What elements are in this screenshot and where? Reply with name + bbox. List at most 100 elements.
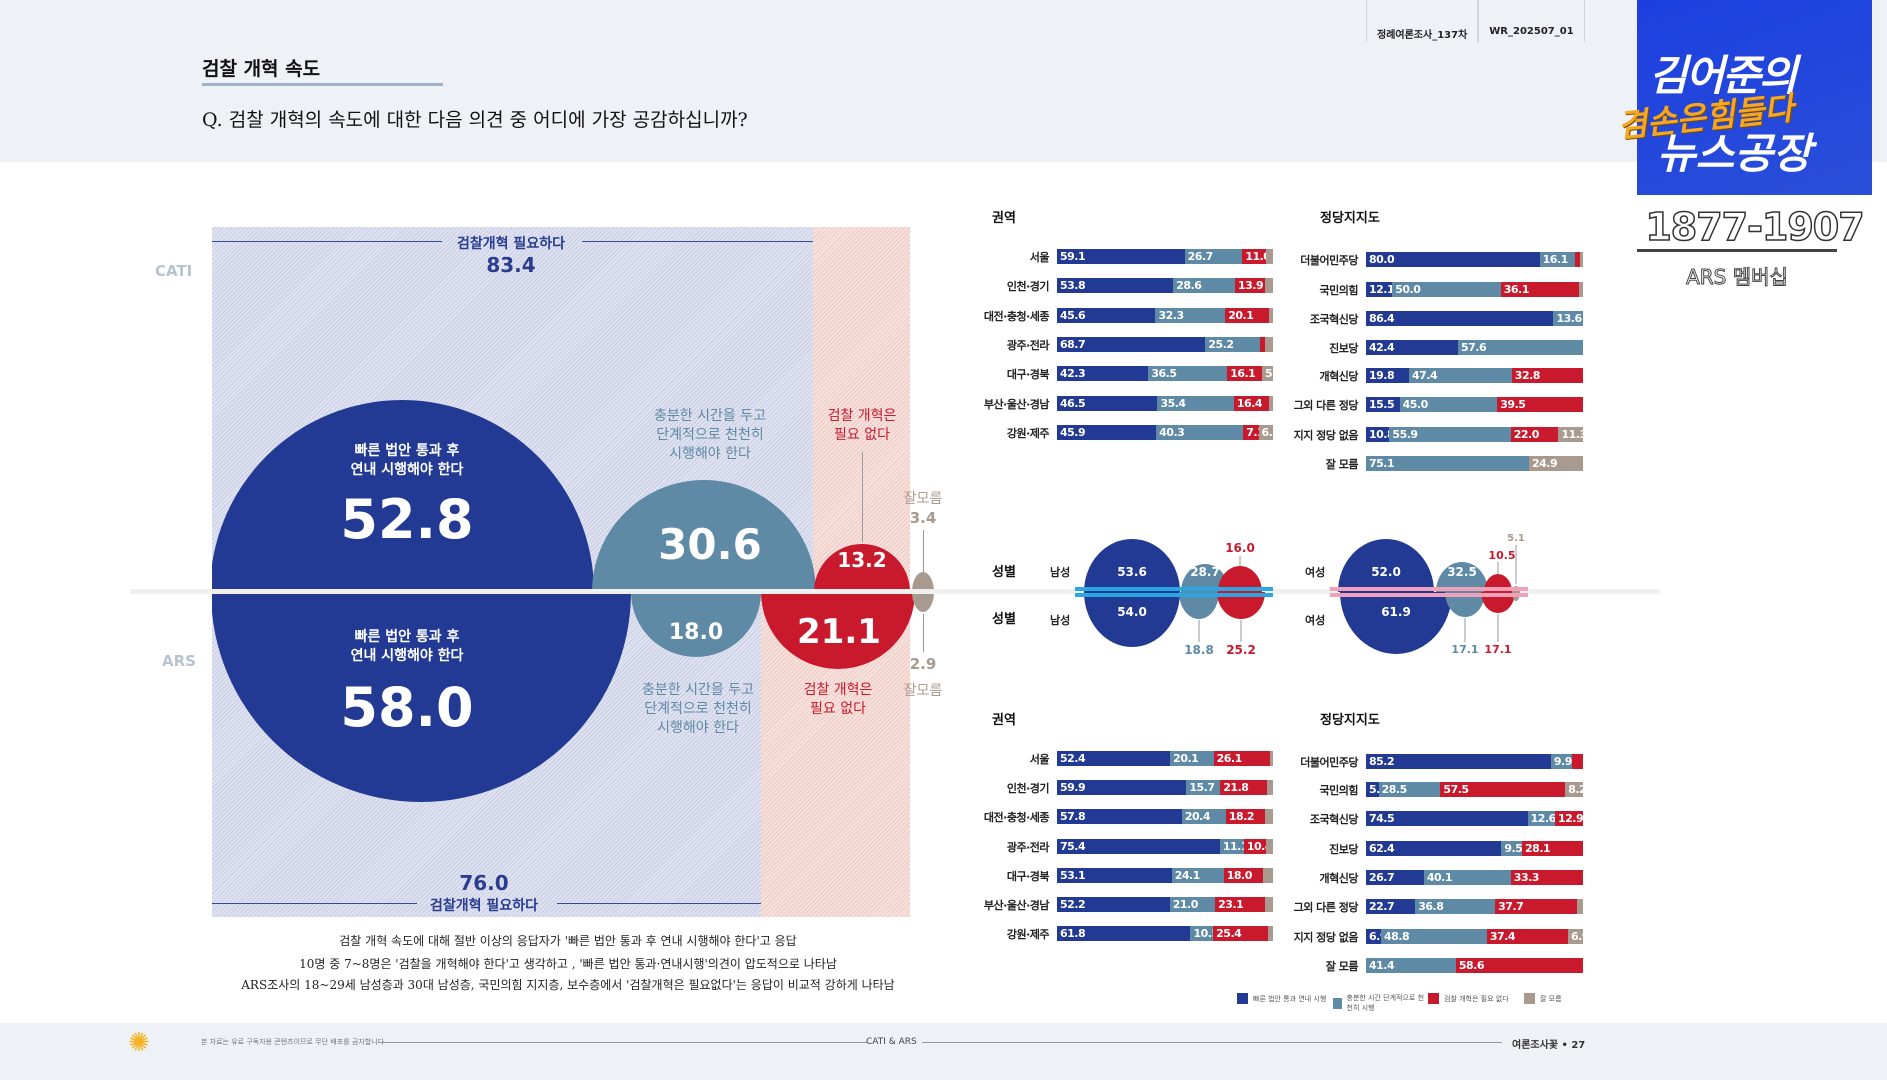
caption-2: 10명 중 7~8명은 '검찰을 개혁해야 한다'고 생각하고 , '빠른 법안… [299,957,837,971]
bar-segment: 62.4 [1366,841,1502,856]
bar-category-label: 그외 다른 정당 [1293,901,1359,914]
bar-category-label: 서울 [1029,251,1050,264]
bar-segment: 24.9 [1528,456,1583,471]
bar-category-label: 지지 정당 없음 [1293,429,1359,442]
footer-line [378,1042,868,1043]
bar-segment: 52.2 [1057,897,1170,912]
bar-segment: 18.0 [1223,868,1263,883]
region-title-cati: 권역 [992,211,1016,226]
stacked-bar: 53.8 28.6 13.9 [1057,278,1273,293]
bar-segment: 18.2 [1225,809,1266,824]
female-gradual-ars [1445,592,1485,617]
female-fast-ars-value: 61.9 [1381,605,1411,619]
stacked-bar: 6.948.837.46.9 [1366,929,1583,944]
page-number: 여론조사꽃 • 27 [1512,1040,1586,1051]
legend-unneeded: 검찰 개혁은 필요 없다 [1428,993,1523,1004]
female-unknown-cati-value: 5.1 [1507,533,1525,544]
unknown-label-ars: 잘모름 [903,683,943,699]
female-fast-cati [1338,539,1434,592]
report-id-tab: WR_202507_01 [1478,0,1585,42]
title-underline [202,83,443,86]
bar-segment [1264,278,1273,293]
bar-segment: 37.7 [1495,899,1577,914]
legend-swatch [1333,997,1342,1009]
female-label-ars: 여성 [1305,614,1326,627]
legend-gradual: 충분한 시간 단계적으로 천천히 시행 [1333,993,1428,1013]
bar-segment [1576,899,1583,914]
bar-segment: 28.5 [1378,782,1441,797]
bar-segment: 13.6 [1553,311,1583,326]
value-gradual-cati: 30.6 [658,520,762,569]
bar-category-label: 조국혁신당 [1309,313,1359,326]
bar-segment: 15.7 [1186,780,1221,795]
male-label-ars: 남성 [1050,614,1071,627]
bar-segment: 40.3 [1156,425,1244,440]
bar-segment: 68.7 [1057,337,1206,352]
bar-category-label: 더불어민주당 [1300,756,1358,769]
bar-segment [1574,252,1580,267]
bar-segment: 9.9 [1550,754,1573,769]
bar-segment: 20.1 [1225,308,1269,323]
stacked-bar: 74.5 12.6 12.9 [1366,811,1583,826]
ars-label: ARS [162,652,196,670]
male-fast-cati [1084,539,1180,592]
bar-segment [1269,396,1273,411]
bar-segment: 58.6 [1455,958,1583,973]
unneeded-label-ars: 검찰 개혁은 필요 없다 [803,682,873,717]
group-line [557,903,761,904]
stacked-bar: 15.5 45.0 39.5 [1366,397,1583,412]
bar-segment [1265,337,1273,352]
bar-segment: 59.1 [1057,249,1185,264]
bar-segment [1579,252,1583,267]
footer-notice: 본 자료는 유료 구독자용 콘텐츠이므로 무단 배포를 금지합니다 [201,1038,385,1046]
sunflower-icon: ✺ [128,1028,150,1058]
bar-segment [1266,839,1273,854]
stacked-bar: 42.336.516.15.1 [1057,366,1273,381]
bar-segment: 50.0 [1392,282,1501,297]
bar-segment: 36.8 [1415,899,1496,914]
group-line [582,241,813,242]
bar-segment: 9.5 [1501,841,1523,856]
leader-line [923,530,924,572]
bar-segment: 45.9 [1057,425,1157,440]
bar-segment: 45.0 [1399,397,1498,412]
male-gradual-ars-value: 18.8 [1184,643,1214,657]
bar-segment [1572,754,1583,769]
legend-swatch [1428,993,1439,1004]
bar-category-label: 강원·제주 [1006,427,1050,440]
cati-bubbles [212,227,1012,589]
bar-segment: 42.3 [1057,366,1149,381]
male-unneeded-cati-value: 16.0 [1225,541,1255,555]
female-fast-ars [1340,592,1452,654]
unneeded-label-cati: 검찰 개혁은 필요 없다 [827,408,897,443]
stacked-bar: 53.1 24.1 18.0 [1057,868,1273,883]
stacked-bar: 86.4 13.6 [1366,311,1583,326]
female-gradual-cati [1436,562,1488,592]
footer-line [922,1042,1502,1043]
bar-segment [1579,282,1583,297]
stacked-bar: 85.2 9.9 [1366,754,1583,769]
bar-segment: 12.1 [1366,282,1393,297]
male-gradual-cati-value: 28.7 [1190,565,1220,579]
bar-segment: 12.6 [1527,811,1555,826]
stacked-bar: 10.855.922.011.3 [1366,427,1583,442]
bubble-unknown-cati [912,572,934,589]
stacked-bar: 75.1 24.9 [1366,456,1583,471]
bar-segment: 32.3 [1155,308,1226,323]
stacked-bar: 80.0 16.1 [1366,252,1583,267]
stacked-bar: 59.9 15.7 21.8 [1057,780,1273,795]
fast-label-ars: 빠른 법안 통과 후 연내 시행해야 한다 [350,629,464,664]
bar-segment: 15.5 [1366,397,1400,412]
bar-segment: 33.3 [1510,870,1583,885]
male-highlight [1075,587,1273,591]
bar-segment: 24.1 [1171,868,1224,883]
reform-unneeded-area-cati [813,227,910,590]
group-line [212,241,442,242]
bar-segment: 20.1 [1170,751,1214,766]
bar-segment: 59.9 [1057,780,1187,795]
female-unneeded-cati-value: 10.5 [1488,549,1516,562]
bar-segment [1268,926,1273,941]
bar-segment: 10.8 [1366,427,1390,442]
legend-fast: 빠른 법안 통과 연내 시행 [1237,993,1332,1004]
caption-3: ARS조사의 18~29세 남성층과 30대 남성층, 국민의힘 지지층, 보수… [241,978,895,992]
